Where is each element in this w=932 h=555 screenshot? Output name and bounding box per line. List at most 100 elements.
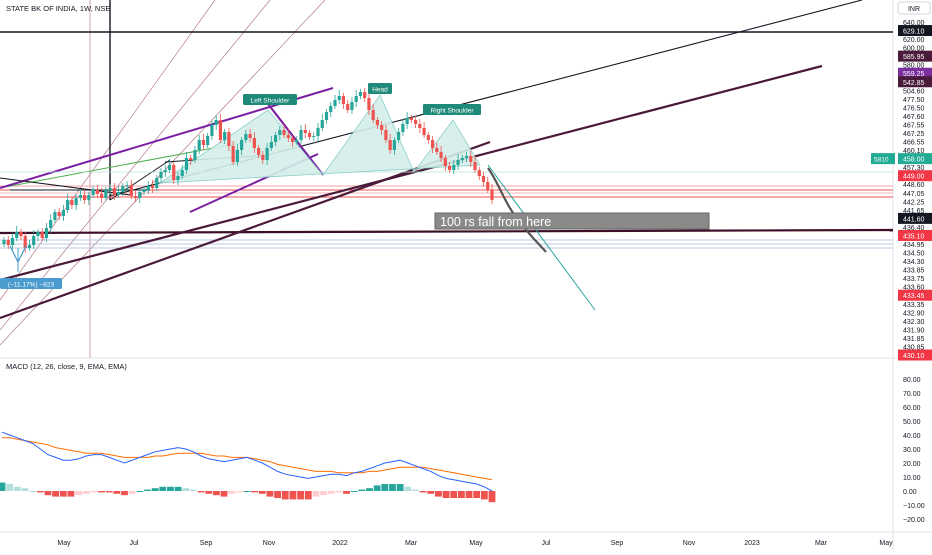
candle-body[interactable] (307, 133, 312, 137)
candle-body[interactable] (210, 125, 214, 136)
candle-body[interactable] (121, 186, 125, 192)
candle-body[interactable] (329, 106, 333, 112)
macd-histogram-bar[interactable] (235, 491, 243, 493)
candle-body[interactable] (358, 92, 363, 96)
candle-body[interactable] (341, 96, 346, 104)
macd-histogram-bar[interactable] (121, 491, 128, 496)
candle-body[interactable] (100, 194, 104, 198)
candle-body[interactable] (61, 210, 66, 216)
candle-body[interactable] (316, 128, 320, 136)
candle-body[interactable] (36, 232, 40, 236)
price-tag[interactable]: 433.45 (903, 293, 925, 300)
candle-body[interactable] (218, 120, 223, 140)
candle-body[interactable] (223, 132, 227, 140)
candle-body[interactable] (197, 140, 201, 150)
candle-body[interactable] (486, 182, 490, 190)
macd-histogram-bar[interactable] (29, 491, 37, 492)
trend-line[interactable] (0, 140, 491, 320)
macd-histogram-bar[interactable] (419, 491, 427, 493)
candle-body[interactable] (350, 102, 354, 110)
macd-histogram-bar[interactable] (312, 491, 320, 497)
macd-histogram-bar[interactable] (205, 491, 213, 494)
candle-body[interactable] (286, 135, 290, 138)
candle-body[interactable] (320, 120, 324, 128)
macd-histogram-bar[interactable] (304, 491, 312, 500)
candle-body[interactable] (108, 188, 112, 190)
macd-histogram-bar[interactable] (358, 489, 366, 491)
macd-histogram-bar[interactable] (36, 491, 44, 493)
candle-body[interactable] (380, 125, 384, 130)
trend-line[interactable] (0, 228, 894, 235)
candle-body[interactable] (456, 160, 460, 165)
macd-histogram-bar[interactable] (136, 491, 144, 492)
macd-histogram-bar[interactable] (167, 486, 174, 491)
candle-body[interactable] (2, 240, 6, 244)
candle-body[interactable] (354, 96, 358, 102)
candle-body[interactable] (435, 148, 439, 152)
candle-body[interactable] (129, 185, 133, 196)
candle-body[interactable] (447, 166, 452, 170)
price-tag[interactable]: 449.00 (903, 174, 925, 181)
candle-body[interactable] (231, 146, 235, 162)
candle-body[interactable] (201, 140, 206, 145)
candle-body[interactable] (261, 155, 265, 160)
candle-body[interactable] (375, 120, 380, 125)
macd-histogram-bar[interactable] (389, 484, 396, 491)
trend-line[interactable] (0, 177, 131, 196)
candle-body[interactable] (367, 98, 371, 110)
macd-histogram-bar[interactable] (396, 484, 404, 491)
price-tag[interactable]: 585.95 (903, 54, 925, 61)
candle-body[interactable] (490, 190, 494, 200)
candle-body[interactable] (295, 140, 299, 142)
trend-line[interactable] (0, 0, 271, 331)
candle-body[interactable] (32, 236, 36, 245)
price-tag[interactable]: 458.00 (903, 157, 925, 164)
candle-body[interactable] (142, 190, 146, 192)
candle-body[interactable] (464, 156, 469, 158)
price-tag[interactable]: 542.85 (903, 80, 925, 87)
candle-body[interactable] (426, 135, 430, 140)
projected-path[interactable] (487, 167, 547, 253)
macd-line[interactable] (1, 431, 493, 492)
macd-histogram-bar[interactable] (289, 491, 297, 500)
candle-body[interactable] (104, 190, 108, 198)
macd-signal-line[interactable] (2, 437, 493, 481)
macd-histogram-bar[interactable] (335, 491, 343, 493)
candle-body[interactable] (57, 212, 61, 216)
macd-histogram-bar[interactable] (75, 491, 82, 496)
candle-body[interactable] (397, 132, 401, 140)
macd-histogram-bar[interactable] (457, 491, 465, 498)
macd-histogram-bar[interactable] (174, 486, 182, 491)
currency-badge[interactable]: INR (897, 1, 931, 15)
macd-histogram-bar[interactable] (82, 491, 90, 494)
candle-body[interactable] (418, 124, 422, 128)
candle-body[interactable] (439, 152, 443, 158)
macd-histogram-bar[interactable] (297, 491, 304, 500)
macd-histogram-bar[interactable] (0, 482, 6, 491)
candle-body[interactable] (337, 96, 341, 100)
candle-body[interactable] (265, 148, 269, 160)
macd-histogram-bar[interactable] (258, 491, 266, 494)
macd-histogram-bar[interactable] (220, 491, 228, 497)
candle-body[interactable] (405, 118, 409, 124)
candle-body[interactable] (125, 185, 129, 186)
candle-body[interactable] (244, 134, 248, 140)
candle-body[interactable] (401, 124, 405, 132)
macd-histogram-bar[interactable] (251, 491, 259, 493)
candle-body[interactable] (290, 138, 295, 142)
macd-histogram-bar[interactable] (67, 491, 75, 497)
candle-body[interactable] (10, 238, 15, 245)
candle-body[interactable] (66, 200, 70, 210)
macd-histogram-bar[interactable] (343, 491, 350, 494)
fall-note-box[interactable] (434, 212, 710, 230)
macd-histogram-bar[interactable] (243, 491, 251, 492)
candle-body[interactable] (299, 130, 303, 140)
candle-body[interactable] (163, 170, 167, 172)
candle-body[interactable] (235, 150, 239, 162)
candle-body[interactable] (83, 195, 87, 200)
candle-body[interactable] (53, 212, 57, 220)
macd-histogram-bar[interactable] (450, 491, 458, 498)
candle-body[interactable] (91, 190, 95, 195)
trend-line[interactable] (264, 99, 324, 176)
candle-body[interactable] (116, 192, 121, 195)
